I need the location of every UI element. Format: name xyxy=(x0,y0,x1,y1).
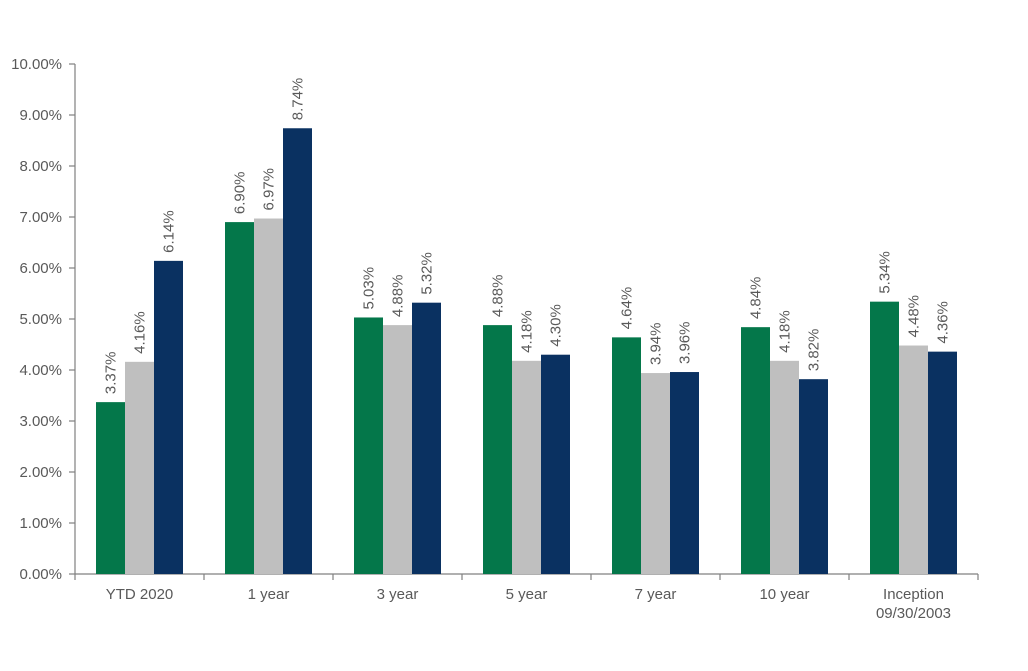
bar-value-label: 4.30% xyxy=(548,304,565,347)
bar-value-label: 4.36% xyxy=(935,301,952,344)
y-tick-label: 1.00% xyxy=(19,515,62,532)
bar-value-label: 4.88% xyxy=(390,275,407,318)
bar xyxy=(770,360,799,574)
bar-value-label: 3.37% xyxy=(103,352,120,395)
bar-value-label: 4.16% xyxy=(132,311,149,354)
x-category-label: 10 year xyxy=(759,586,809,603)
x-axis: YTD 2020 1 year 3 year 5 year 7 year 10 year I… xyxy=(74,573,979,622)
bar xyxy=(670,372,699,574)
bar xyxy=(741,327,770,574)
bar-value-label: 5.32% xyxy=(419,252,436,295)
bar-value-label: 3.96% xyxy=(677,321,694,364)
bar-labels: 3.37% 6.90% 5.03% 4.88% 4.64% 4.84% 5.34% 4.16%… xyxy=(103,78,952,394)
bar xyxy=(512,360,541,574)
bar xyxy=(899,345,928,574)
bar xyxy=(354,317,383,574)
bar-value-label: 6.90% xyxy=(232,172,249,215)
bars xyxy=(96,128,957,574)
bar-value-label: 6.14% xyxy=(161,210,178,253)
bar xyxy=(96,402,125,574)
bar-value-label: 4.88% xyxy=(490,275,507,318)
bar xyxy=(799,379,828,574)
x-category-label: 3 year xyxy=(377,586,419,603)
bar-value-label: 3.82% xyxy=(806,329,823,372)
y-tick-label: 8.00% xyxy=(19,158,62,175)
bar xyxy=(383,325,412,574)
x-category-label: 1 year xyxy=(248,586,290,603)
bar-value-label: 4.18% xyxy=(519,310,536,353)
y-tick-label: 5.00% xyxy=(19,311,62,328)
y-axis: 0.00% 1.00% 2.00% 3.00% 4.00% 5.00% 6.00% 7.00%… xyxy=(11,56,76,583)
y-tick-label: 3.00% xyxy=(19,413,62,430)
x-category-label: YTD 2020 xyxy=(106,586,174,603)
bar xyxy=(412,302,441,574)
x-category-label: 5 year xyxy=(506,586,548,603)
bar-value-label: 4.48% xyxy=(906,295,923,338)
x-category-label: 7 year xyxy=(635,586,677,603)
bar xyxy=(225,222,254,574)
bar xyxy=(125,361,154,574)
bar-value-label: 4.84% xyxy=(748,277,765,320)
bar xyxy=(928,351,957,574)
bar-value-label: 8.74% xyxy=(290,78,307,121)
bar xyxy=(641,373,670,574)
bar xyxy=(483,325,512,574)
bar xyxy=(283,128,312,574)
bar-value-label: 5.03% xyxy=(361,267,378,310)
y-tick-label: 4.00% xyxy=(19,362,62,379)
bar xyxy=(612,337,641,574)
bar-value-label: 4.18% xyxy=(777,310,794,353)
bar-value-label: 4.64% xyxy=(619,287,636,330)
y-tick-label: 6.00% xyxy=(19,260,62,277)
y-tick-label: 2.00% xyxy=(19,464,62,481)
x-category-label: 09/30/2003 xyxy=(876,605,951,622)
bar xyxy=(870,301,899,574)
y-tick-label: 9.00% xyxy=(19,107,62,124)
y-tick-label: 7.00% xyxy=(19,209,62,226)
y-tick-label: 10.00% xyxy=(11,56,62,73)
bar-value-label: 3.94% xyxy=(648,323,665,366)
y-tick-label: 0.00% xyxy=(19,566,62,583)
bar-value-label: 5.34% xyxy=(877,251,894,294)
bar xyxy=(154,260,183,574)
bar xyxy=(254,218,283,574)
x-category-label: Inception xyxy=(883,586,944,603)
bar xyxy=(541,354,570,574)
bar-value-label: 6.97% xyxy=(261,168,278,211)
